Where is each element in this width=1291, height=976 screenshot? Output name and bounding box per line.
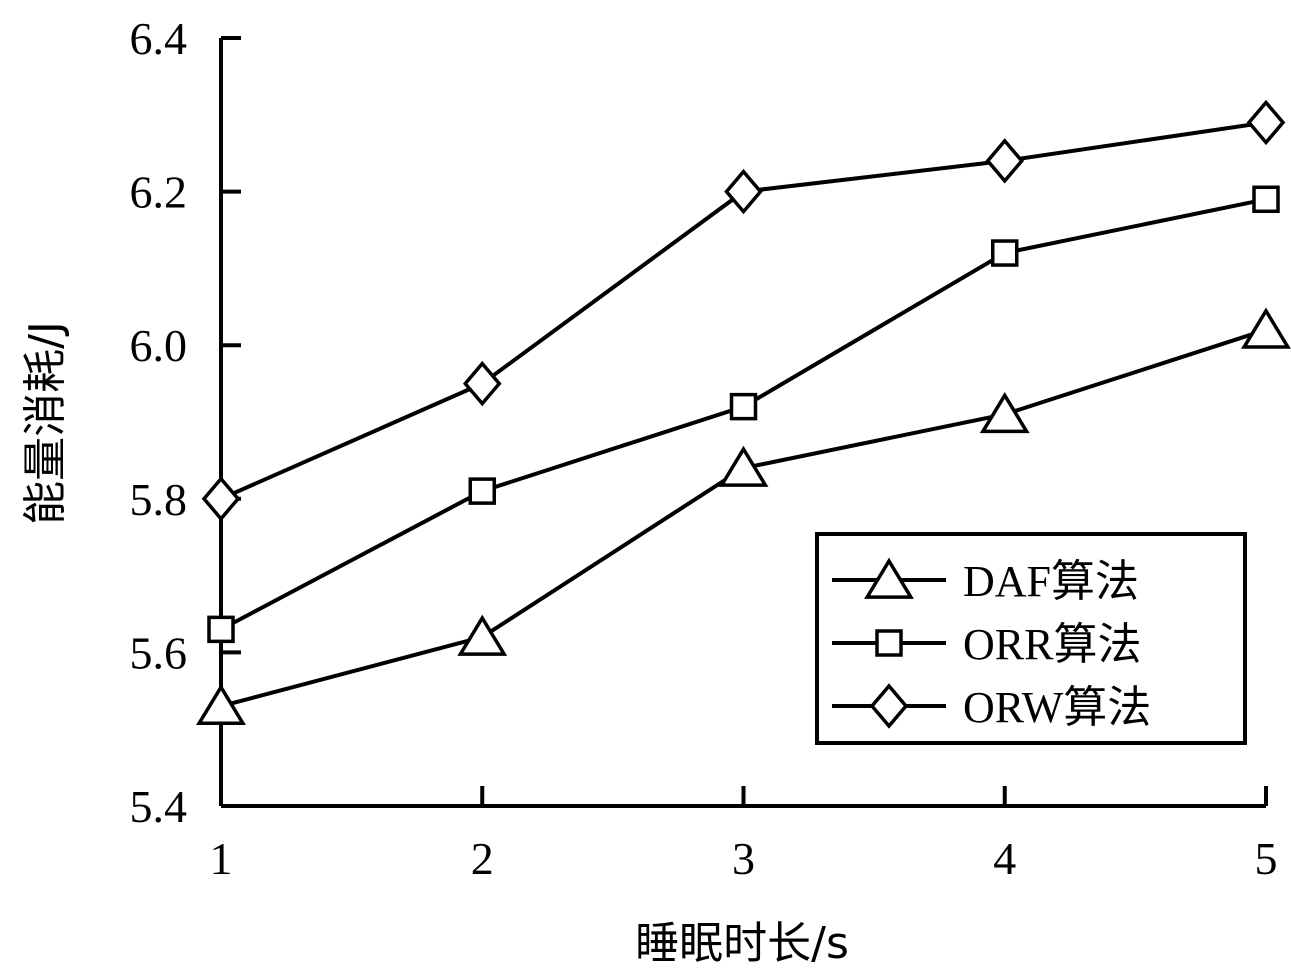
data-point-triangle: [457, 614, 508, 656]
legend-marker-diamond: [869, 683, 909, 729]
data-point-triangle: [1241, 307, 1291, 349]
data-point-diamond: [724, 168, 763, 215]
y-tick-label: 5.6: [130, 627, 188, 678]
series-layer: [196, 99, 1291, 726]
x-axis-title: 睡眠时长/s: [635, 918, 849, 969]
data-point-diamond: [1246, 99, 1286, 146]
series-triangle: [196, 307, 1291, 726]
y-tick-label: 6.2: [130, 167, 188, 218]
legend-label: ORR算法: [963, 620, 1141, 669]
legend: DAF算法 ORR算法 ORW算法: [815, 532, 1247, 745]
y-tick-label: 5.4: [130, 781, 188, 832]
x-tick-label: 3: [732, 833, 755, 884]
x-tick-label: 4: [993, 833, 1016, 884]
data-point-triangle: [718, 445, 769, 487]
x-tick-label: 1: [210, 833, 233, 884]
x-tick-label: 2: [471, 833, 494, 884]
data-point-triangle: [979, 391, 1030, 434]
data-point-diamond: [462, 360, 502, 407]
data-point-square: [729, 392, 758, 421]
x-tick-label: 5: [1255, 833, 1278, 884]
data-point-square: [207, 615, 235, 644]
legend-marker-triangle: [864, 557, 914, 599]
data-point-diamond: [201, 476, 241, 522]
series-diamond: [201, 99, 1286, 522]
y-tick-label: 5.8: [130, 474, 188, 525]
axes: 5.4 5.6 5.8 6.0 6.2 6.4 1 2 3 4 5: [130, 13, 1278, 884]
data-point-square: [991, 239, 1019, 267]
data-point-diamond: [985, 138, 1025, 184]
legend-label: ORW算法: [963, 683, 1151, 732]
data-point-square: [1252, 185, 1280, 214]
legend-marker-square: [875, 629, 903, 657]
y-tick-label: 6.4: [130, 13, 188, 64]
legend-label: DAF算法: [963, 557, 1139, 606]
y-tick-label: 6.0: [130, 320, 188, 371]
series-square: [207, 185, 1280, 644]
data-point-square: [468, 477, 496, 505]
data-point-triangle: [196, 683, 246, 726]
y-axis-title: 能量消耗/J: [20, 321, 71, 525]
